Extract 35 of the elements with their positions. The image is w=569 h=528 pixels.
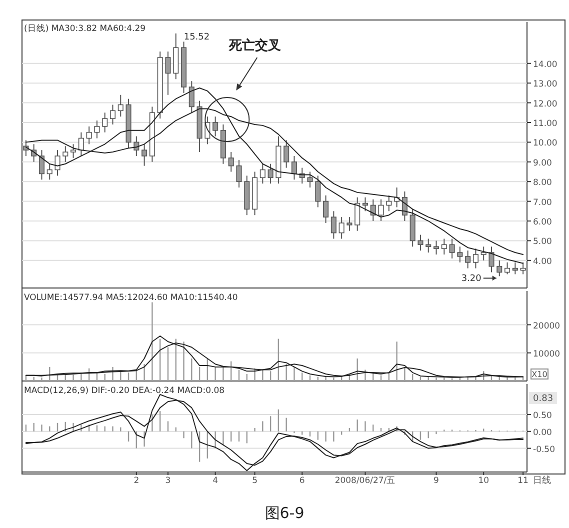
x-tick-label: 2 <box>134 476 140 486</box>
y-tick-label: 14.00 <box>533 60 558 70</box>
y-tick-label: 0.50 <box>533 410 552 421</box>
annotation: 15.52 <box>184 32 210 42</box>
y-tick-label: 10000 <box>533 349 560 360</box>
y-tick-label: 0.00 <box>533 428 552 438</box>
y-tick-label: 20000 <box>533 321 560 332</box>
x-tick-label: 2008/06/27/五 <box>334 476 396 486</box>
text: 0.83 <box>533 394 554 404</box>
x-tick-label: 5 <box>252 476 258 486</box>
y-tick-label: 10.00 <box>533 138 558 149</box>
y-tick-label: 8.00 <box>533 178 552 188</box>
y-tick-label: 12.00 <box>533 99 558 110</box>
y-tick-label: -0.50 <box>533 444 555 455</box>
x-tick-label: 10 <box>478 476 490 486</box>
x-tick-label: 6 <box>299 476 305 486</box>
annotation: MACD(12,26,9) DIF:-0.20 DEA:-0.24 MACD:0.08 <box>24 386 225 396</box>
y-tick-label: 6.00 <box>533 218 552 228</box>
caption: 图6-9 <box>264 504 304 522</box>
y-tick-label: 4.00 <box>533 256 552 267</box>
y-tick-label: 13.00 <box>533 80 558 90</box>
y-tick-label: 7.00 <box>533 198 552 208</box>
x-tick-label: 4 <box>212 476 218 486</box>
x-tick-label: 9 <box>434 476 439 486</box>
annotation: 3.20 <box>461 274 482 284</box>
annotation: 死亡交叉 <box>228 38 282 54</box>
y-tick-label: 5.00 <box>533 237 552 248</box>
annotation: VOLUME:14577.94 MA5:12024.60 MA10:11540.40 <box>24 293 238 303</box>
x-tick-label: 3 <box>165 476 171 486</box>
y-tick-label: 11.00 <box>533 118 558 129</box>
y-tick-label: 9.00 <box>533 158 552 168</box>
annotation: (日线) MA30:3.82 MA60:4.29 <box>24 23 146 34</box>
text: 日线 <box>533 475 551 486</box>
x-tick-label: 11 <box>518 476 528 486</box>
text: X10 <box>532 370 548 379</box>
